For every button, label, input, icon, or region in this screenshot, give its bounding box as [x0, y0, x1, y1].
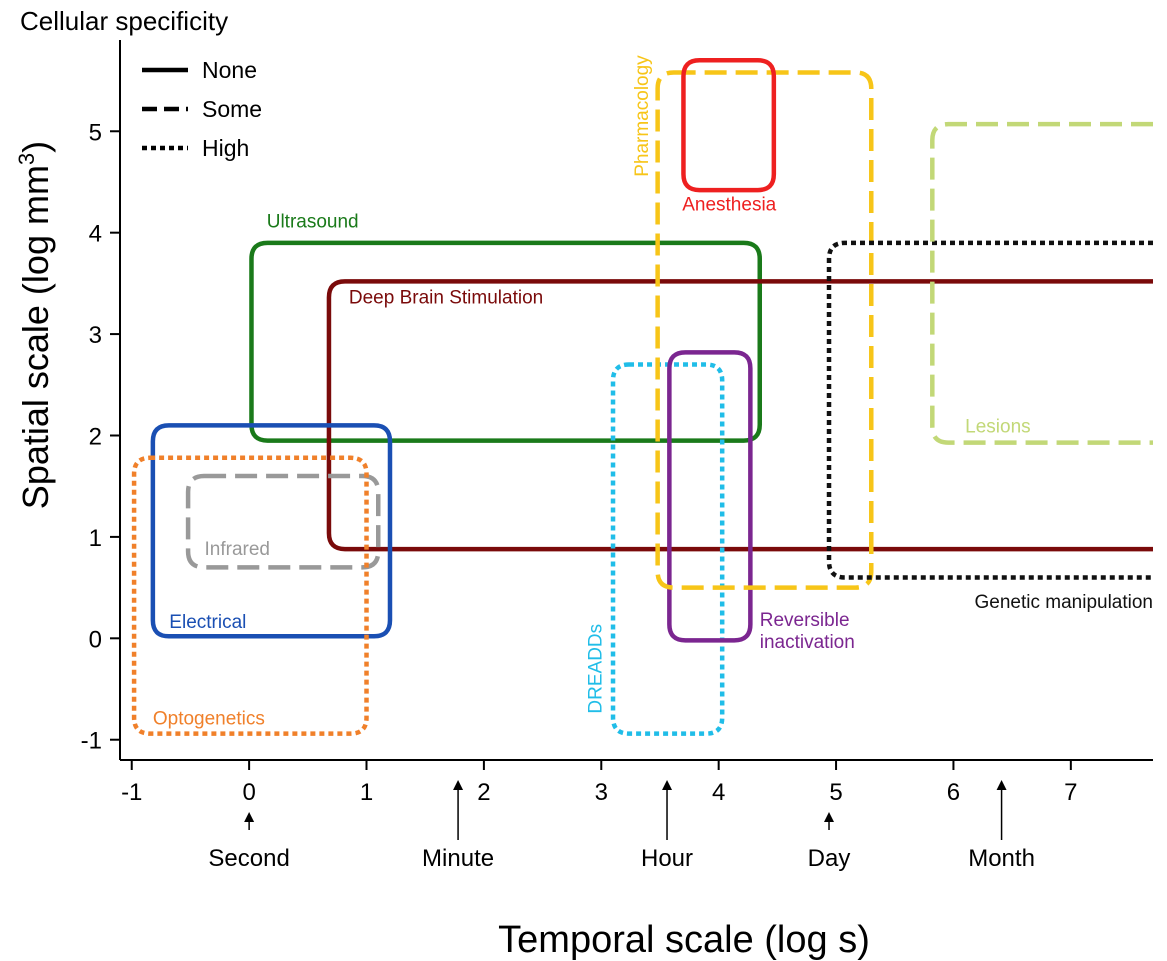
y-axis-label: Spatial scale (log mm3) [14, 141, 56, 509]
area-genetic-manipulation [826, 240, 1153, 580]
time-markers: Second Minute Hour Day Month [208, 780, 1035, 872]
x-axis-label: Temporal scale (log s) [498, 919, 870, 961]
area-ultrasound [249, 240, 763, 443]
x-tick-label: -1 [121, 779, 142, 806]
y-tick-label: 4 [89, 221, 102, 248]
time-marker-label-second: Second [208, 845, 289, 872]
x-tick-label: 6 [947, 779, 960, 806]
y-tick-label: 0 [89, 626, 102, 653]
x-tick-label: 3 [595, 779, 608, 806]
legend-label-high: High [202, 135, 249, 161]
series-label-infrared: Infrared [205, 539, 270, 560]
time-marker-label-day: Day [808, 845, 851, 872]
series-label-anesthesia: Anesthesia [682, 194, 776, 215]
time-marker-label-hour: Hour [641, 845, 693, 872]
series-label-genetic-manipulation: Genetic manipulation [975, 592, 1154, 613]
y-tick-label: -1 [81, 728, 102, 755]
time-marker-arrowhead [662, 780, 673, 790]
series-label-reversible-inactivation: inactivation [760, 632, 855, 653]
area-optogenetics [131, 455, 369, 736]
series-label-deep-brain-stimulation: Deep Brain Stimulation [349, 288, 543, 309]
y-ticks: -1 0 1 2 3 4 5 [81, 119, 120, 755]
y-axis-label-main: Spatial scale (log mm [15, 165, 56, 509]
y-tick-label: 3 [89, 322, 102, 349]
time-marker-label-minute: Minute [422, 845, 494, 872]
series-labels: Ultrasound Deep Brain Stimulation Electric… [153, 55, 1153, 730]
time-marker-arrowhead [244, 812, 255, 822]
series-label-reversible-inactivation: Reversible [760, 610, 850, 631]
axes: -1 0 1 2 3 4 5 -1 0 1 2 3 4 5 6 7 Second Minute Hour Day M… [81, 40, 1153, 872]
series-label-ultrasound: Ultrasound [267, 212, 359, 233]
area-infrared [185, 473, 381, 570]
area-pharmacology [655, 70, 874, 590]
y-axis-label-superscript: 3 [14, 153, 39, 165]
area-lesions [930, 121, 1153, 445]
time-marker-arrowhead [996, 780, 1007, 790]
x-tick-label: 7 [1064, 779, 1077, 806]
area-deep-brain-stimulation [326, 279, 1153, 552]
series-label-pharmacology: Pharmacology [632, 55, 653, 177]
series-label-optogenetics: Optogenetics [153, 709, 265, 730]
series-label-electrical: Electrical [169, 612, 246, 633]
time-marker-label-month: Month [968, 845, 1035, 872]
area-electrical [150, 423, 393, 639]
y-tick-label: 1 [89, 525, 102, 552]
x-tick-label: 1 [360, 779, 373, 806]
x-ticks: -1 0 1 2 3 4 5 6 7 [121, 760, 1078, 806]
time-marker-arrowhead [824, 812, 835, 822]
y-tick-label: 5 [89, 119, 102, 146]
series-label-dreadds: DREADDs [585, 624, 606, 714]
area-dreadds [610, 362, 725, 736]
y-tick-label: 2 [89, 423, 102, 450]
area-anesthesia [681, 58, 777, 193]
area-reversible-inactivation [667, 350, 753, 643]
series-label-lesions: Lesions [965, 416, 1031, 437]
legend-label-some: Some [202, 96, 262, 122]
legend-label-none: None [202, 57, 257, 83]
x-tick-label: 5 [829, 779, 842, 806]
time-marker-arrowhead [453, 780, 464, 790]
plot-areas [131, 58, 1153, 736]
x-tick-label: 4 [712, 779, 725, 806]
y-axis-label-close: ) [15, 141, 56, 153]
legend: Cellular specificity None Some High [20, 6, 262, 161]
legend-title: Cellular specificity [20, 6, 228, 36]
x-tick-label: 0 [242, 779, 255, 806]
x-tick-label: 2 [477, 779, 490, 806]
